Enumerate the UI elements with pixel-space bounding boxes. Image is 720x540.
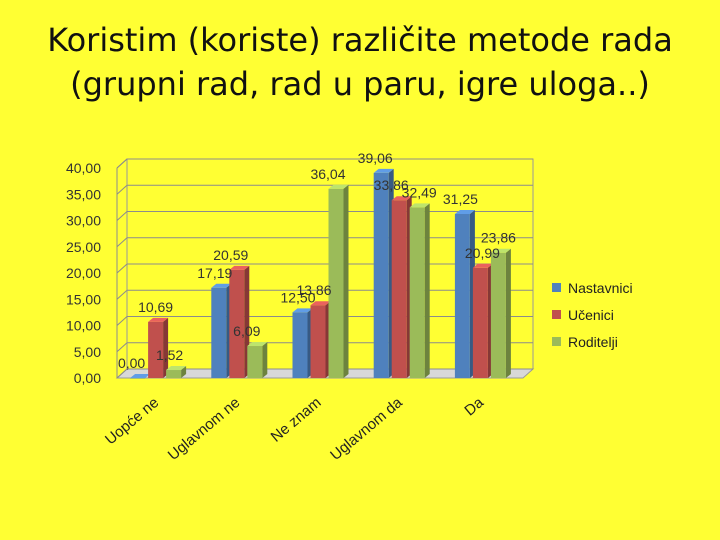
data-label: 23,86 <box>481 230 516 246</box>
bar-top <box>247 342 268 347</box>
y-tick-label: 20,00 <box>66 265 101 281</box>
legend-swatch <box>552 283 561 292</box>
legend-swatch <box>552 310 561 319</box>
bar <box>391 200 407 378</box>
bar-layer <box>130 168 511 379</box>
y-tick-label: 40,00 <box>66 160 101 176</box>
bar <box>373 172 389 378</box>
x-category-label: Uopće ne <box>102 394 162 448</box>
bar-top <box>454 209 475 214</box>
x-category-label: Uglavnom da <box>327 394 406 464</box>
data-label: 39,06 <box>358 150 393 166</box>
legend: Nastavnici Učenici Roditelji <box>552 280 633 350</box>
y-tick-label: 15,00 <box>66 291 101 307</box>
bar <box>148 321 164 378</box>
y-tick-label: 10,00 <box>66 318 101 334</box>
bar-top <box>490 248 511 253</box>
y-axis-depth <box>116 158 128 169</box>
bar-side <box>505 248 511 378</box>
bar-top <box>310 301 331 306</box>
data-label: 1,52 <box>156 347 183 363</box>
bar <box>310 305 326 378</box>
bar <box>472 267 488 378</box>
bar-top <box>130 374 151 378</box>
x-category-label: Da <box>461 394 487 420</box>
data-label: 17,19 <box>197 265 232 281</box>
bar-top <box>373 168 394 173</box>
x-category-label: Ne znam <box>268 394 325 446</box>
bar <box>490 252 506 378</box>
bar-side <box>343 184 349 378</box>
x-category-label: Uglavnom ne <box>165 394 244 464</box>
bar-top <box>472 263 493 268</box>
bar-top <box>229 265 250 270</box>
bar <box>166 370 182 378</box>
y-tick-label: 35,00 <box>66 186 101 202</box>
data-label: 10,69 <box>138 299 173 315</box>
bar <box>130 378 146 379</box>
legend-label: Nastavnici <box>568 280 633 296</box>
data-label: 12,50 <box>280 289 315 305</box>
y-tick-label: 25,00 <box>66 239 101 255</box>
data-label: 33,86 <box>374 177 409 193</box>
y-tick-label: 0,00 <box>74 370 101 386</box>
title-line-2: (grupni rad, rad u paru, igre uloga..) <box>70 65 650 103</box>
title-line-1: Koristim (koriste) različite metode rada <box>47 21 673 59</box>
y-tick-label: 5,00 <box>74 344 101 360</box>
bar <box>328 188 344 378</box>
bar-side <box>424 203 430 378</box>
data-label: 13,86 <box>296 282 331 298</box>
legend-swatch <box>552 337 561 346</box>
legend-label: Učenici <box>568 307 614 323</box>
bar <box>247 346 263 378</box>
data-label: 20,59 <box>213 247 248 263</box>
bar-side <box>181 366 187 378</box>
bar-side <box>262 342 268 378</box>
bar-top <box>328 184 349 189</box>
bar-top <box>166 366 187 371</box>
bar-top <box>292 308 313 313</box>
data-label: 32,49 <box>402 184 437 200</box>
data-label: 31,25 <box>443 191 478 207</box>
data-label: 36,04 <box>310 166 345 182</box>
data-label: 20,99 <box>465 245 500 261</box>
bar-top <box>211 283 232 288</box>
bar-top <box>409 203 430 208</box>
data-label: 6,09 <box>233 323 260 339</box>
bar <box>211 287 227 378</box>
bar-side <box>163 317 169 378</box>
bar <box>454 213 470 378</box>
y-tick-label: 30,00 <box>66 213 101 229</box>
bar-top <box>391 196 412 201</box>
data-label: 0,00 <box>118 355 145 371</box>
gridline <box>116 184 533 195</box>
bar <box>292 312 308 378</box>
legend-label: Roditelji <box>568 334 618 350</box>
bar-top <box>148 317 169 322</box>
bar <box>409 207 425 378</box>
bar <box>229 269 245 378</box>
slide-title: Koristim (koriste) različite metode rada… <box>0 18 720 106</box>
